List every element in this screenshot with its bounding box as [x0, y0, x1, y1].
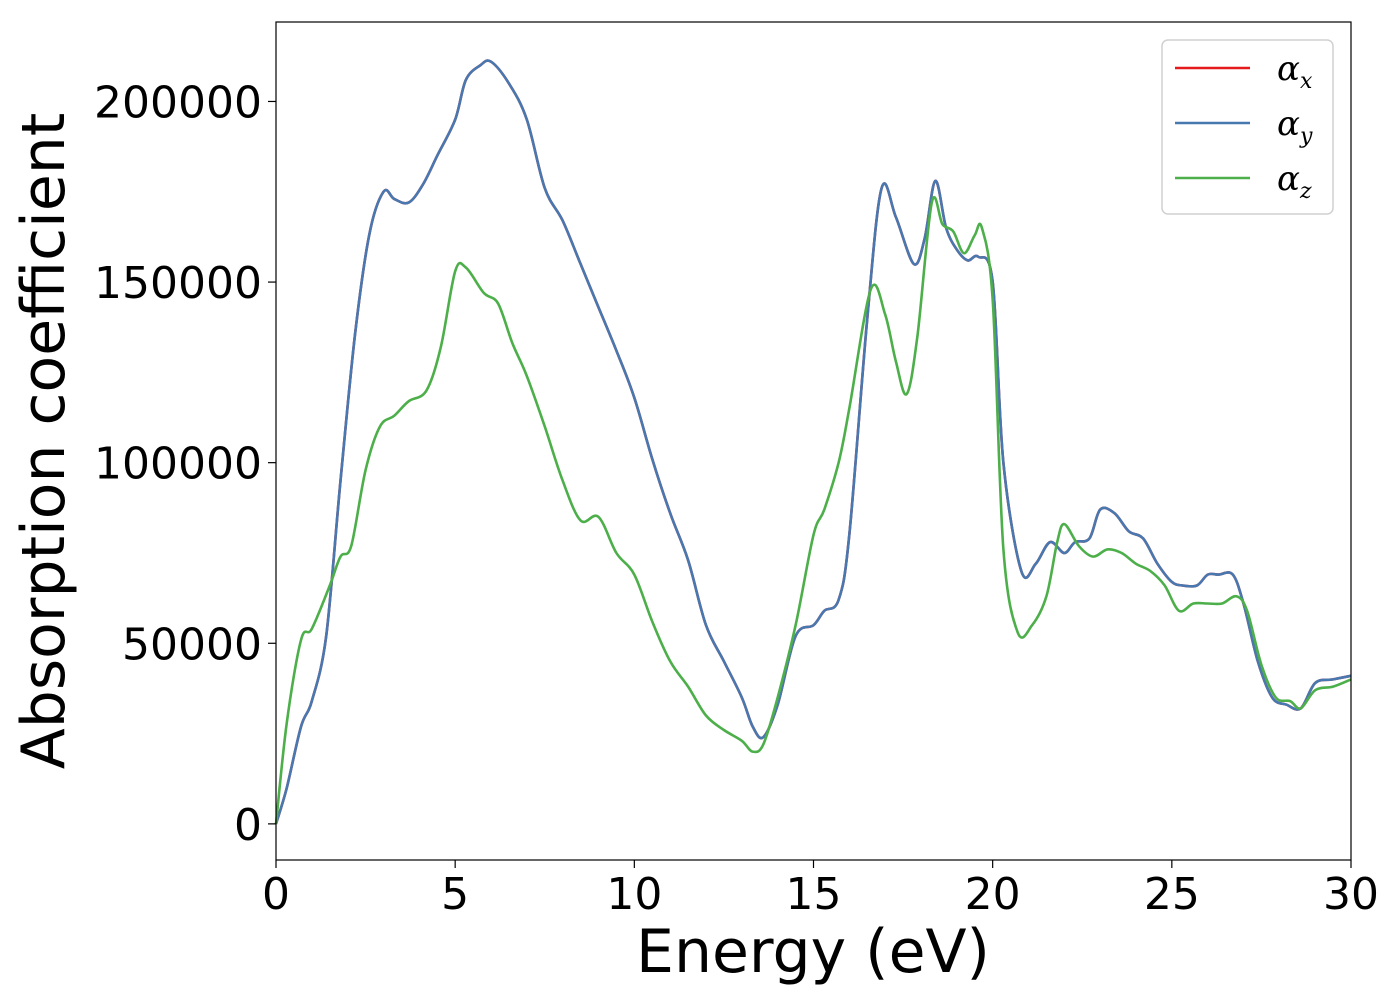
x-tick-label: 10 [606, 869, 662, 920]
x-tick-label: 25 [1144, 869, 1200, 920]
y-axis: 0 50000 100000 150000 200000 [94, 77, 276, 851]
y-tick-label: 100000 [94, 439, 262, 490]
legend-frame [1161, 39, 1334, 215]
x-axis: 0 5 10 15 20 25 30 [262, 860, 1379, 920]
y-tick-label: 200000 [94, 77, 262, 128]
x-tick-label: 5 [441, 869, 469, 920]
x-tick-label: 30 [1323, 869, 1379, 920]
series-line-z [274, 196, 1352, 825]
x-tick-label: 20 [965, 869, 1021, 920]
x-axis-title: Energy (eV) [636, 917, 990, 987]
x-tick-label: 0 [262, 869, 290, 920]
y-tick-label: 0 [234, 800, 262, 851]
x-tick-label: 15 [786, 869, 842, 920]
y-tick-label: 150000 [94, 258, 262, 309]
series-line-y [274, 59, 1352, 825]
series-layer [274, 59, 1352, 825]
y-axis-title: Absorption coefficient [9, 113, 79, 770]
y-tick-label: 50000 [122, 619, 262, 670]
